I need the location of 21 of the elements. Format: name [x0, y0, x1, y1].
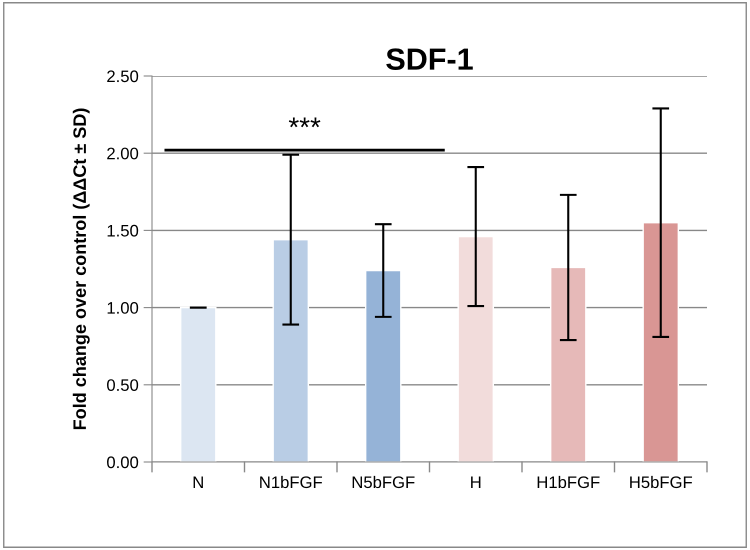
x-tick-label: H5bFGF — [630, 476, 692, 488]
x-tick-label: N1bFGF — [260, 476, 322, 488]
bar — [642, 222, 680, 462]
y-tick-label: 1.00 — [108, 302, 138, 314]
bar — [272, 238, 310, 462]
y-tick-label: 2.50 — [107, 70, 138, 82]
annotation: *** — [288, 118, 320, 128]
chart-title: SDF-1 — [386, 48, 473, 70]
bar — [180, 306, 217, 462]
y-tick-label: 1.50 — [108, 224, 138, 237]
y-tick-label: 0.00 — [107, 456, 138, 468]
bar — [457, 236, 494, 462]
bar — [550, 266, 587, 462]
x-tick-label: H — [471, 476, 480, 488]
bar — [364, 270, 402, 462]
y-tick-label: 2.00 — [107, 148, 138, 160]
x-tick-label: N — [194, 476, 203, 488]
x-tick-label: N5bFGF — [352, 476, 415, 488]
y-tick-label: 0.50 — [107, 379, 138, 392]
x-tick-label: H1bFGF — [538, 476, 600, 488]
y-axis-title: Fold change over control (ΔΔCt ± SD) — [72, 108, 90, 430]
